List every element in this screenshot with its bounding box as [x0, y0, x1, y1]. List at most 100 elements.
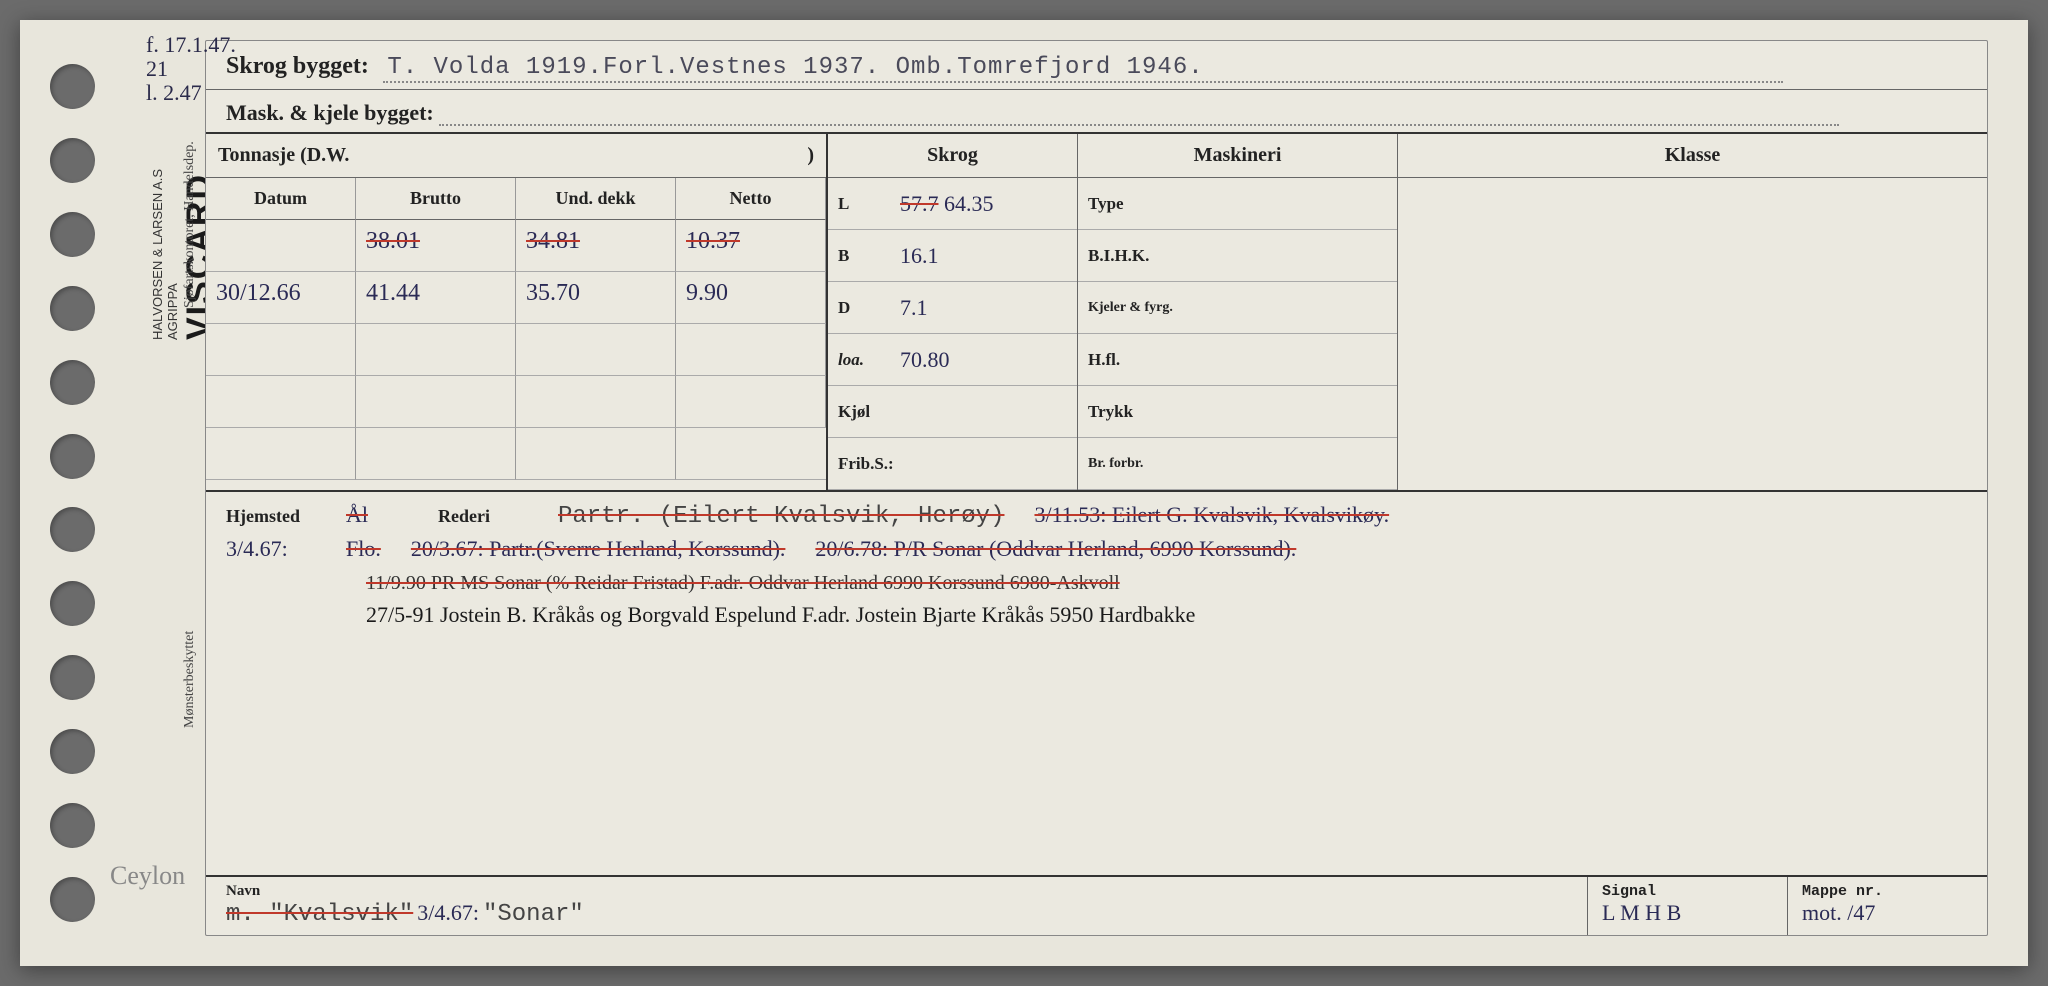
td — [356, 324, 516, 376]
binder-holes — [50, 20, 110, 966]
free-text-block: 11/9.90 PR MS Sonar (% Reidar Fristad) F… — [226, 568, 1967, 631]
document-page: HALVORSEN & LARSEN A.S AGRIPPA VISCARD K… — [20, 20, 2028, 966]
skrog-row: loa. 70.80 — [828, 334, 1077, 386]
sval: 16.1 — [900, 243, 939, 269]
td — [676, 428, 826, 480]
slabel: Kjøl — [838, 402, 888, 422]
skrog-row: B 16.1 — [828, 230, 1077, 282]
th-netto: Netto — [676, 178, 826, 220]
footer-navn: Navn m. "Kvalsvik" 3/4.67: "Sonar" — [206, 877, 1587, 935]
skrog-block: Skrog L 57.7 64.35 B 16.1 D 7.1 loa. 70.… — [828, 134, 1078, 490]
hole — [50, 138, 95, 183]
hole — [50, 434, 95, 479]
note-line: l. 2.47 — [146, 81, 236, 105]
slabel: Kjeler & fyrg. — [1088, 300, 1173, 315]
td — [206, 376, 356, 428]
slabel: loa. — [838, 350, 888, 370]
mask-row: Kjeler & fyrg. — [1078, 282, 1397, 334]
klasse-header: Klasse — [1398, 134, 1987, 178]
rederi-hand: 3/11.53: Eilert G. Kvalsvik, Kvalsvikøy. — [1034, 502, 1389, 528]
slabel: Br. forbr. — [1088, 456, 1143, 471]
monster-label: Mønsterbeskyttet — [182, 631, 198, 728]
main-data-table: Tonnasje (D.W. ) Datum Brutto Und. dekk … — [206, 132, 1987, 492]
mask-row: Trykk — [1078, 386, 1397, 438]
skrog-value: T. Volda 1919.Forl.Vestnes 1937. Omb.Tom… — [383, 54, 1783, 83]
record-card: f. 17.1.47. 21 l. 2.47 Skrog bygget: T. … — [205, 40, 1988, 936]
hjemsted-rederi-row: Hjemsted Ål Rederi Partr. (Eilert Kvalsv… — [226, 502, 1967, 530]
td — [676, 376, 826, 428]
td — [516, 376, 676, 428]
sval: 57.7 64.35 — [900, 191, 994, 217]
klasse-block: Klasse — [1398, 134, 1987, 490]
tonnage-grid: Datum Brutto Und. dekk Netto 38.01 34.81… — [206, 178, 826, 480]
slabel: Trykk — [1088, 402, 1138, 422]
tonnage-header-text: Tonnasje (D.W. — [218, 144, 349, 166]
note-line: f. 17.1.47. — [146, 33, 236, 57]
lower-section: Hjemsted Ål Rederi Partr. (Eilert Kvalsv… — [206, 492, 1987, 641]
pencil-ceylon: Ceylon — [110, 861, 185, 891]
skrog-row: Frib.S.: — [828, 438, 1077, 490]
skrog-bygget-row: Skrog bygget: T. Volda 1919.Forl.Vestnes… — [206, 41, 1987, 90]
navn-date: 3/4.67: — [417, 900, 479, 925]
signal-val: L M H B — [1602, 900, 1773, 926]
skrog-row: D 7.1 — [828, 282, 1077, 334]
td: 35.70 — [516, 272, 676, 324]
th-und-dekk: Und. dekk — [516, 178, 676, 220]
slabel: H.fl. — [1088, 350, 1138, 370]
brand-product: AGRIPPA — [165, 169, 180, 340]
slabel: B.I.H.K. — [1088, 246, 1149, 266]
mask-row: B.I.H.K. — [1078, 230, 1397, 282]
mask-label: Mask. & kjele bygget: — [226, 100, 434, 125]
brand-company: HALVORSEN & LARSEN A.S — [150, 169, 165, 340]
td — [206, 324, 356, 376]
mask-header: Maskineri — [1078, 134, 1397, 178]
hjemsted-val: Ål — [346, 502, 368, 528]
mask-value-empty — [439, 106, 1839, 126]
dept-label: Sjøfartskontoret, Handelsdep. — [182, 141, 198, 308]
tonnage-block: Tonnasje (D.W. ) Datum Brutto Und. dekk … — [206, 134, 828, 490]
td — [676, 324, 826, 376]
hole — [50, 507, 95, 552]
td — [206, 220, 356, 272]
tonnage-header: Tonnasje (D.W. ) — [206, 134, 826, 178]
lower-row-2: 3/4.67: Flo. 20/3.67: Partr.(Sverre Herl… — [226, 536, 1967, 562]
hole — [50, 286, 95, 331]
td — [356, 428, 516, 480]
mask-kjele-row: Mask. & kjele bygget: — [206, 90, 1987, 132]
td: 9.90 — [676, 272, 826, 324]
rederi-typed: Partr. (Eilert Kvalsvik, Herøy) — [558, 503, 1004, 530]
hole — [50, 64, 95, 109]
sval: 7.1 — [900, 295, 928, 321]
note-line: 21 — [146, 57, 236, 81]
hole — [50, 803, 95, 848]
slabel: L — [838, 194, 888, 214]
line4: 27/5-91 Jostein B. Kråkås og Borgvald Es… — [366, 598, 1967, 631]
hole — [50, 212, 95, 257]
slabel: Type — [1088, 194, 1138, 214]
td — [356, 376, 516, 428]
td — [206, 428, 356, 480]
hole — [50, 581, 95, 626]
hjemsted-label: Hjemsted — [226, 506, 316, 527]
footer-signal: Signal L M H B — [1587, 877, 1787, 935]
mask-row: H.fl. — [1078, 334, 1397, 386]
footer-mappe: Mappe nr. mot. /47 — [1787, 877, 1987, 935]
date2: 3/4.67: — [226, 536, 316, 562]
line2a: 20/3.67: Partr.(Sverre Herland, Korssund… — [411, 536, 786, 562]
flo: Flo. — [346, 536, 381, 562]
slabel: B — [838, 246, 888, 266]
signal-label: Signal — [1602, 883, 1773, 900]
skrog-row: Kjøl — [828, 386, 1077, 438]
sval: 70.80 — [900, 347, 950, 373]
top-handwritten-note: f. 17.1.47. 21 l. 2.47 — [146, 33, 236, 106]
skrog-row: L 57.7 64.35 — [828, 178, 1077, 230]
td: 41.44 — [356, 272, 516, 324]
mappe-val: mot. /47 — [1802, 900, 1973, 926]
skrog-header: Skrog — [828, 134, 1077, 178]
rederi-label: Rederi — [438, 506, 528, 527]
line2b: 20/6.78: P/R Sonar (Oddvar Herland, 6990… — [815, 536, 1296, 562]
mappe-label: Mappe nr. — [1802, 883, 1973, 900]
hole — [50, 655, 95, 700]
navn-new: "Sonar" — [483, 901, 584, 928]
mask-row: Type — [1078, 178, 1397, 230]
